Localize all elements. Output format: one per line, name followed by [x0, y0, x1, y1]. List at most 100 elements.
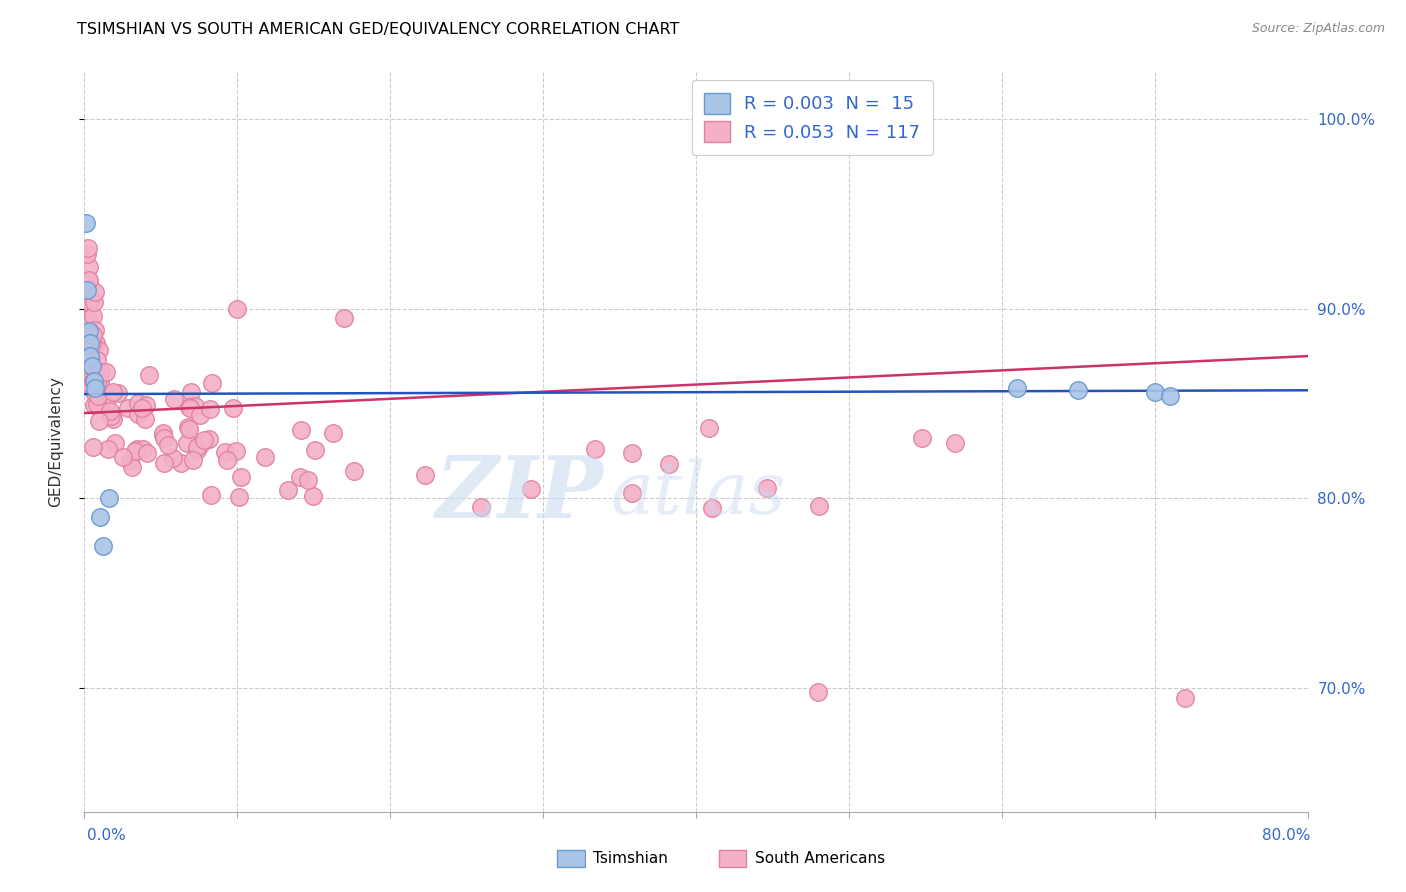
- Point: [86, 375, 108, 389]
- Point: [94, 397, 117, 411]
- Point: [621, 486, 644, 500]
- Point: [290, 423, 312, 437]
- Point: [98, 404, 121, 418]
- Point: [91, 539, 114, 553]
- Y-axis label: GED/Equivalency: GED/Equivalency: [49, 376, 63, 507]
- Point: [100, 409, 122, 423]
- Point: [83, 294, 105, 309]
- Point: [76, 370, 98, 384]
- Point: [226, 301, 249, 316]
- Text: TSIMSHIAN VS SOUTH AMERICAN GED/EQUIVALENCY CORRELATION CHART: TSIMSHIAN VS SOUTH AMERICAN GED/EQUIVALE…: [77, 22, 679, 37]
- Point: [807, 685, 830, 699]
- Text: South Americans: South Americans: [755, 852, 886, 866]
- Point: [304, 443, 326, 458]
- Point: [179, 401, 201, 415]
- Point: [97, 491, 120, 506]
- Point: [76, 311, 98, 326]
- Point: [83, 374, 105, 388]
- Point: [180, 385, 202, 400]
- FancyBboxPatch shape: [718, 849, 747, 867]
- Point: [152, 428, 174, 442]
- Point: [87, 414, 110, 428]
- Point: [86, 335, 108, 350]
- Point: [82, 327, 104, 342]
- Point: [198, 402, 221, 417]
- Point: [190, 409, 212, 423]
- Point: [157, 437, 180, 451]
- Text: atlas: atlas: [610, 458, 786, 529]
- Point: [1143, 385, 1166, 400]
- Point: [77, 325, 100, 339]
- Point: [807, 499, 830, 513]
- Point: [162, 450, 184, 465]
- Point: [288, 470, 311, 484]
- Point: [302, 489, 325, 503]
- Point: [177, 422, 200, 436]
- Point: [186, 443, 208, 458]
- Point: [89, 510, 111, 524]
- Point: [111, 450, 134, 464]
- Point: [104, 435, 127, 450]
- Point: [76, 283, 98, 297]
- Point: [83, 384, 105, 399]
- Text: 80.0%: 80.0%: [1263, 828, 1310, 843]
- Point: [118, 454, 141, 468]
- Point: [1159, 389, 1181, 403]
- Point: [76, 246, 98, 260]
- Point: [80, 359, 103, 373]
- Point: [1005, 381, 1028, 395]
- Point: [117, 401, 139, 416]
- Point: [177, 419, 200, 434]
- Point: [699, 421, 721, 435]
- Point: [127, 395, 149, 409]
- Point: [657, 457, 679, 471]
- Point: [198, 433, 221, 447]
- Point: [79, 293, 101, 308]
- Point: [132, 442, 155, 456]
- Point: [193, 434, 215, 448]
- Point: [1174, 690, 1197, 705]
- Point: [253, 450, 276, 464]
- Point: [87, 389, 110, 403]
- Point: [86, 397, 108, 411]
- Point: [231, 470, 253, 484]
- Point: [620, 446, 643, 460]
- Point: [188, 438, 211, 452]
- Point: [75, 318, 97, 333]
- Point: [583, 442, 606, 456]
- Point: [1067, 384, 1090, 398]
- Point: [79, 272, 101, 286]
- Point: [138, 368, 160, 383]
- Point: [90, 365, 112, 379]
- Point: [700, 500, 723, 515]
- Point: [186, 440, 208, 454]
- Point: [96, 442, 118, 456]
- Point: [135, 446, 157, 460]
- Point: [82, 309, 104, 323]
- Point: [152, 431, 174, 445]
- Point: [943, 435, 966, 450]
- Point: [79, 335, 101, 350]
- Point: [101, 385, 124, 400]
- Point: [153, 456, 176, 470]
- Point: [77, 326, 100, 341]
- Point: [222, 401, 245, 416]
- Point: [200, 487, 222, 501]
- Point: [225, 444, 247, 458]
- Point: [75, 216, 97, 230]
- Legend: R = 0.003  N =  15, R = 0.053  N = 117: R = 0.003 N = 15, R = 0.053 N = 117: [692, 80, 932, 154]
- Point: [82, 374, 104, 388]
- Point: [87, 343, 110, 357]
- Point: [181, 453, 204, 467]
- Point: [101, 412, 124, 426]
- Point: [228, 490, 250, 504]
- Point: [84, 285, 107, 299]
- Point: [134, 411, 156, 425]
- Point: [322, 426, 344, 441]
- Point: [413, 467, 436, 482]
- Text: ZIP: ZIP: [436, 451, 605, 535]
- Point: [79, 349, 101, 363]
- Point: [343, 464, 366, 478]
- Point: [79, 295, 101, 310]
- Point: [76, 295, 98, 310]
